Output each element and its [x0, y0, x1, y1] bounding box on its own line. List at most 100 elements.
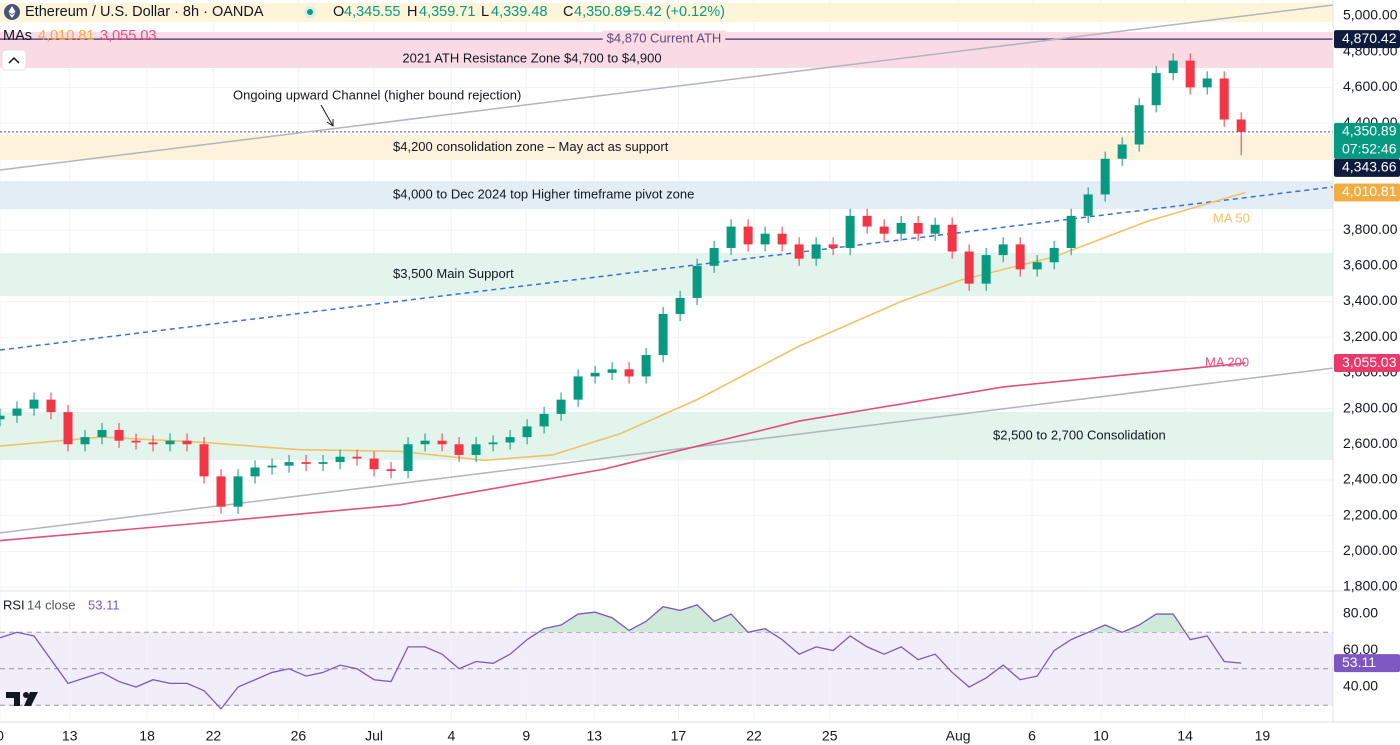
candle-body — [386, 469, 396, 472]
candle-body — [0, 415, 5, 420]
candle-body — [896, 222, 906, 234]
zone — [0, 2, 1333, 23]
price-tag-label: 4,343.66 — [1342, 159, 1397, 175]
candle-body — [165, 440, 175, 445]
candle-body — [811, 244, 821, 259]
status-dot — [307, 9, 313, 15]
y-tick-label: 2,400.00 — [1343, 471, 1398, 487]
ohlc-value: 4,339.48 — [491, 4, 547, 20]
candle-body — [63, 412, 73, 445]
y-tick-label: 2,800.00 — [1343, 399, 1398, 415]
y-tick-label: 3,800.00 — [1343, 221, 1398, 237]
candle-body — [743, 226, 753, 245]
candle-body — [913, 222, 923, 234]
rsi-params: 14 close — [27, 597, 75, 612]
candle-body — [1219, 78, 1229, 120]
zone-label: 2021 ATH Resistance Zone $4,700 to $4,90… — [402, 50, 661, 65]
candle-body — [573, 376, 583, 400]
y-tick-label: 4,600.00 — [1343, 78, 1398, 94]
y-tick-label: 5,000.00 — [1343, 7, 1398, 23]
candle-body — [845, 215, 855, 248]
candle-body — [250, 467, 260, 477]
eth-glyph — [8, 6, 16, 18]
price-tag — [1334, 30, 1400, 49]
button-frame[interactable] — [1, 49, 27, 71]
candle-body — [1083, 194, 1093, 216]
zone-label: $4,000 to Dec 2024 top Higher timeframe … — [393, 186, 694, 201]
price-tag-label: 3,055.03 — [1342, 354, 1397, 370]
candle-body — [828, 244, 838, 248]
annotation-arrow — [320, 104, 334, 127]
candle-body — [930, 224, 940, 234]
y-tick-label: 80.00 — [1343, 605, 1378, 621]
price-tag — [1334, 122, 1400, 159]
candle-body — [1134, 105, 1144, 145]
candle-body — [471, 444, 481, 455]
rsi-tag-label: 53.11 — [1342, 654, 1376, 670]
change: +5.42 (+0.12%) — [625, 4, 725, 20]
rsi-tag — [1334, 654, 1400, 673]
rsi-title: RSI — [3, 597, 25, 612]
candle-body — [1117, 144, 1127, 159]
candle-body — [1066, 215, 1076, 248]
tv-logo — [6, 692, 38, 706]
x-tick-label: 4 — [448, 728, 456, 744]
candle-body — [981, 255, 991, 284]
price-tag-label: 4,350.89 — [1342, 123, 1397, 139]
zone — [0, 181, 1333, 210]
annotation: Ongoing upward Channel (higher bound rej… — [233, 87, 521, 102]
candle-body — [1202, 78, 1212, 88]
ma-label: MA 200 — [1205, 354, 1249, 369]
ohlc-label: H — [407, 4, 417, 20]
ohlc-value: 4,345.55 — [344, 4, 400, 20]
candle-body — [1032, 262, 1042, 270]
x-tick-label: 0 — [0, 728, 4, 744]
zone-label: $4,200 consolidation zone – May act as s… — [393, 139, 669, 154]
candle-body — [284, 462, 294, 466]
candle-body — [862, 215, 872, 227]
y-tick-label: 3,400.00 — [1343, 292, 1398, 308]
candle-body — [760, 233, 770, 245]
ohlc-label: C — [563, 4, 573, 20]
trendline — [0, 4, 1333, 171]
x-tick-label: 6 — [1028, 728, 1036, 744]
candle-body — [437, 440, 447, 445]
candle-body — [318, 462, 328, 464]
ma-label: MA 50 — [1213, 210, 1250, 225]
ohlc-value: 4,359.71 — [419, 4, 475, 20]
rsi-overbought — [0, 604, 1242, 633]
candle-body — [556, 399, 566, 414]
rsi-value: 53.11 — [88, 597, 120, 612]
collapse-button[interactable] — [1, 49, 27, 71]
zone-label: $2,500 to 2,700 Consolidation — [993, 427, 1166, 442]
chevron[interactable] — [8, 56, 20, 64]
candle-body — [335, 456, 345, 463]
candle-body — [505, 437, 515, 443]
level-label: $4,870 Current ATH — [607, 31, 722, 46]
candle-body — [182, 440, 192, 445]
ohlc-value: 4,350.89 — [574, 4, 630, 20]
header: Ethereum / U.S. Dollar · 8h · OANDA O 4,… — [1, 4, 725, 706]
candle-body — [148, 442, 158, 445]
candle-body — [12, 408, 22, 416]
candle-body — [46, 399, 56, 413]
zone-label: $3,500 Main Support — [393, 266, 514, 281]
candle-body — [97, 429, 107, 438]
candle-body — [80, 437, 90, 445]
candle-body — [947, 224, 957, 252]
candle-body — [1100, 158, 1110, 195]
candle-body — [369, 458, 379, 470]
candle-body — [1015, 244, 1025, 270]
candle-body — [624, 369, 634, 377]
candle-body — [726, 226, 736, 248]
candle-body — [692, 265, 702, 298]
y-tick-label: 2,000.00 — [1343, 542, 1398, 558]
candle-body — [199, 444, 209, 477]
symbol: Ethereum / U.S. Dollar · 8h · OANDA — [25, 4, 264, 20]
candle-body — [29, 399, 39, 409]
x-tick-label: 13 — [62, 728, 78, 744]
zone — [0, 135, 1333, 160]
candle-body — [998, 244, 1008, 256]
candle-body — [709, 247, 719, 266]
